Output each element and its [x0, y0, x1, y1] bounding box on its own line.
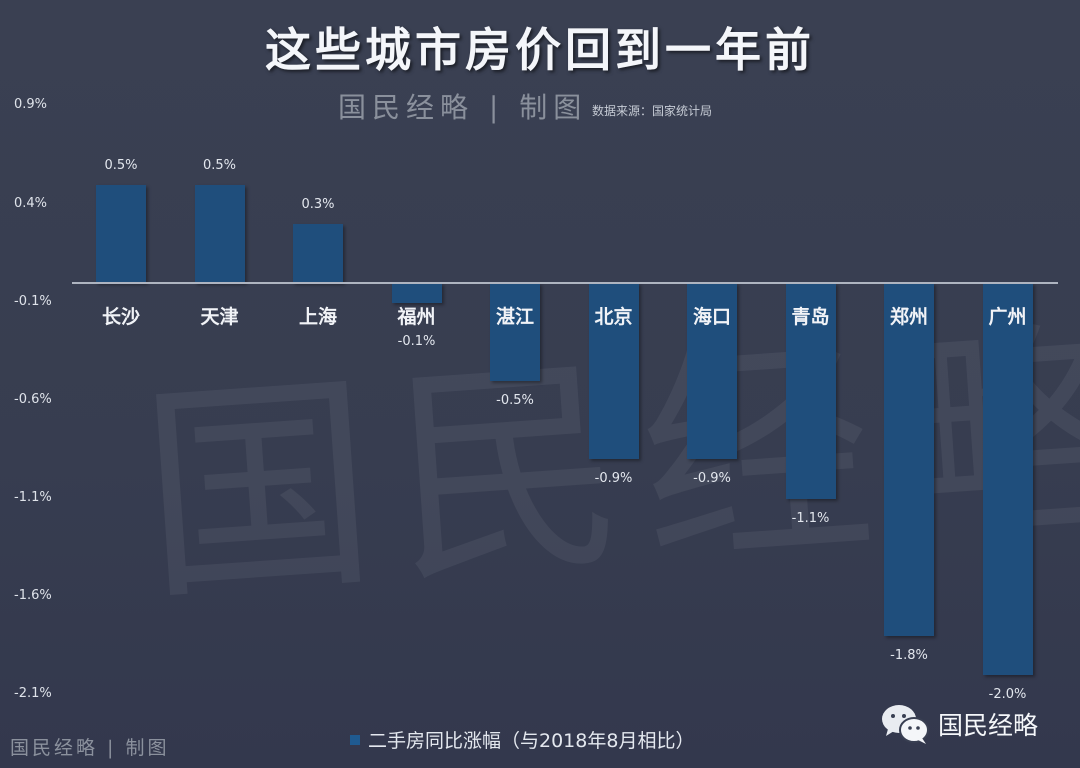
category-label: 青岛: [791, 306, 830, 328]
category-label: 海口: [692, 306, 731, 328]
bar-5: [588, 283, 639, 460]
value-label: -2.0%: [988, 687, 1027, 702]
category-label: 福州: [397, 306, 436, 328]
value-label: -1.8%: [890, 647, 928, 663]
y-tick: 0.4%: [14, 196, 48, 211]
y-tick: -2.1%: [14, 686, 52, 701]
value-label: 0.3%: [301, 197, 335, 213]
bar-4: [490, 283, 540, 381]
value-label: -0.1%: [397, 334, 436, 349]
chart-title: 这些城市房价回到一年前: [265, 23, 815, 77]
bar-9: [982, 283, 1033, 675]
value-label: 0.5%: [104, 158, 138, 173]
footer-brand: 国民经略 | 制图: [10, 737, 170, 759]
wechat-account-name: 国民经略: [938, 711, 1039, 740]
y-tick: -1.1%: [14, 490, 52, 505]
legend-label: 二手房同比涨幅（与2018年8月相比）: [368, 730, 695, 752]
y-tick: -0.1%: [14, 294, 52, 309]
value-label: -0.5%: [496, 393, 534, 408]
y-tick: 0.9%: [14, 97, 48, 112]
legend: 二手房同比涨幅（与2018年8月相比）: [350, 726, 694, 753]
category-label: 广州: [988, 306, 1027, 328]
wechat-account: 国民经略: [880, 702, 1038, 746]
bar-2: [293, 224, 343, 283]
bar-1: [194, 185, 245, 283]
bar-0: [96, 185, 146, 283]
value-label: -0.9%: [693, 471, 731, 487]
category-label: 郑州: [889, 306, 928, 328]
legend-swatch: [350, 734, 360, 745]
bar-6: [687, 283, 737, 460]
category-label: 湛江: [495, 306, 534, 328]
zero-axis-line: [72, 282, 1058, 284]
y-tick: -1.6%: [14, 588, 52, 603]
bar-8: [884, 283, 934, 636]
bar-7: [785, 283, 836, 499]
value-label: -1.1%: [791, 510, 830, 526]
category-label: 天津: [200, 306, 239, 328]
category-label: 上海: [298, 306, 337, 328]
bar-3: [391, 283, 442, 303]
value-label: -0.9%: [594, 471, 633, 487]
category-label: 长沙: [101, 306, 140, 328]
brand-credit: 国民经略 | 制图: [338, 91, 588, 124]
y-tick: -0.6%: [14, 392, 52, 407]
data-source: 数据来源：国家统计局: [592, 104, 713, 118]
value-label: 0.5%: [202, 158, 237, 173]
category-label: 北京: [594, 306, 633, 328]
wechat-icon: [882, 705, 929, 744]
